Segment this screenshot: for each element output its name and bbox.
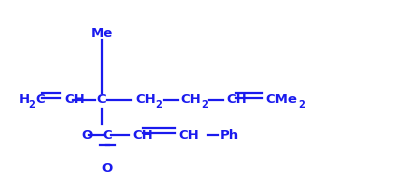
Text: 2: 2: [298, 100, 305, 110]
Text: CH: CH: [181, 93, 201, 106]
Text: Ph: Ph: [220, 129, 239, 142]
Text: 2: 2: [28, 100, 35, 110]
Text: 2: 2: [201, 100, 208, 110]
Text: CH: CH: [64, 93, 85, 106]
Text: H: H: [19, 93, 30, 106]
Text: C: C: [35, 93, 45, 106]
Text: 2: 2: [156, 100, 163, 110]
Text: CH: CH: [133, 129, 154, 142]
Text: C: C: [102, 129, 112, 142]
Text: O: O: [81, 129, 92, 142]
Text: C: C: [97, 93, 107, 106]
Text: CH: CH: [135, 93, 156, 106]
Text: CH: CH: [226, 93, 247, 106]
Text: Me: Me: [90, 27, 113, 40]
Text: CH: CH: [178, 129, 199, 142]
Text: O: O: [101, 162, 113, 175]
Text: CMe: CMe: [266, 93, 298, 106]
